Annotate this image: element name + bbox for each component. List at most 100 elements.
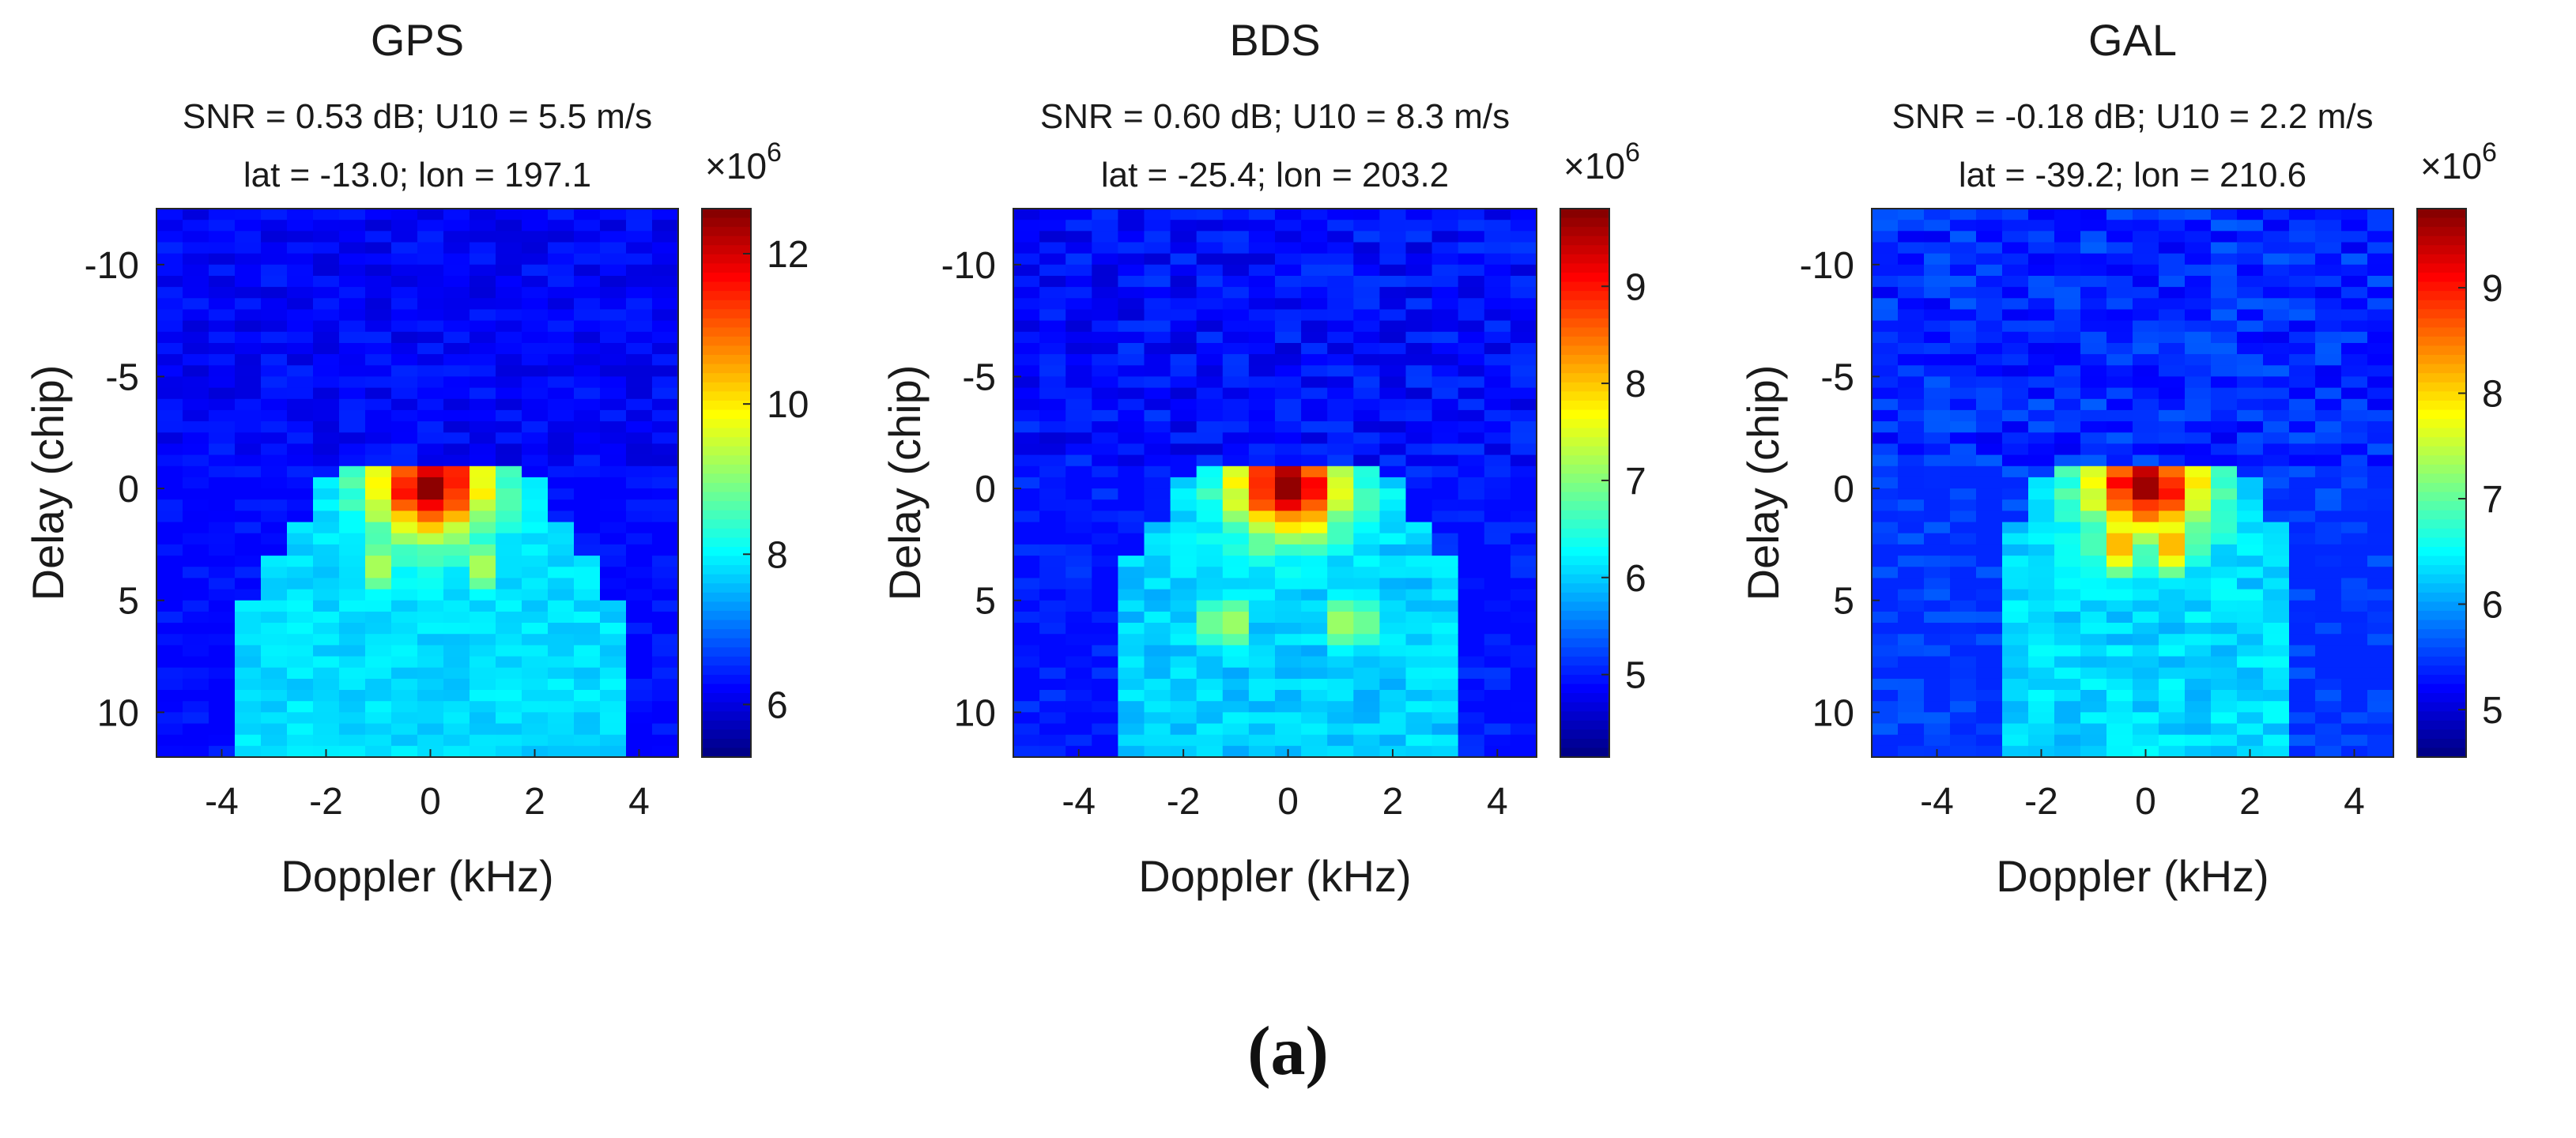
heatmap-cell	[1013, 589, 1040, 601]
heatmap-cell	[626, 443, 653, 456]
heatmap-cell	[2002, 701, 2029, 713]
heatmap-cell	[235, 522, 262, 534]
heatmap-cell	[1039, 365, 1066, 378]
heatmap-cell	[1248, 398, 1276, 411]
heatmap-cell	[1353, 734, 1380, 747]
heatmap-cell	[470, 701, 496, 713]
colorbar-segment	[1560, 428, 1609, 438]
heatmap-cell	[2211, 712, 2238, 725]
heatmap-cell	[574, 499, 601, 511]
heatmap-cell	[2002, 331, 2029, 344]
heatmap-cell	[1065, 488, 1092, 500]
heatmap-cell	[313, 443, 340, 456]
heatmap-cell	[600, 354, 627, 366]
heatmap-cell	[548, 443, 575, 456]
heatmap-cell	[1301, 567, 1328, 578]
colorbar-segment	[2417, 656, 2466, 667]
heatmap-cell	[235, 209, 262, 220]
heatmap-cell	[2315, 578, 2342, 590]
heatmap-cell	[2315, 331, 2342, 344]
heatmap-cell	[1431, 488, 1459, 500]
heatmap-cell	[574, 264, 601, 277]
heatmap-cell	[287, 656, 314, 669]
heatmap-cell	[417, 567, 444, 578]
heatmap-cell	[339, 231, 366, 243]
heatmap-cell	[1327, 499, 1354, 511]
heatmap-cell	[2054, 421, 2081, 433]
heatmap-cell	[1092, 544, 1118, 556]
heatmap-cell	[2315, 209, 2342, 220]
heatmap-cell	[1170, 723, 1197, 736]
x-tick-label: 2	[2239, 781, 2261, 823]
heatmap-cell	[235, 387, 262, 400]
heatmap-cell	[1484, 465, 1511, 478]
colorbar-segment	[2417, 748, 2466, 758]
heatmap-cell	[1431, 465, 1459, 478]
heatmap-cell	[1144, 253, 1171, 266]
heatmap-cell	[1976, 409, 2003, 422]
heatmap-cell	[2054, 465, 2081, 478]
colorbar-segment	[2417, 547, 2466, 557]
heatmap-cell	[470, 432, 496, 445]
heatmap-cell	[2159, 376, 2186, 389]
heatmap-cell	[2315, 220, 2342, 232]
heatmap-cell	[1065, 409, 1092, 422]
heatmap-cell	[339, 511, 366, 523]
heatmap-cell	[1144, 544, 1171, 556]
heatmap-cell	[1510, 209, 1537, 220]
colorbar-segment	[2417, 391, 2466, 401]
heatmap-cell	[522, 567, 549, 578]
heatmap-cell	[2133, 712, 2159, 725]
heatmap-cell	[183, 745, 209, 758]
heatmap-cell	[1431, 634, 1459, 646]
heatmap-cell	[1872, 398, 1899, 411]
heatmap-cell	[313, 544, 340, 556]
heatmap-cell	[2159, 623, 2186, 635]
heatmap-cell	[2315, 556, 2342, 567]
heatmap-cell	[1301, 667, 1328, 680]
heatmap-cell	[2341, 567, 2368, 578]
heatmap-cell	[1431, 589, 1459, 601]
heatmap-cell	[1458, 567, 1485, 578]
heatmap-cell	[2367, 567, 2394, 578]
heatmap-cell	[2080, 365, 2107, 378]
heatmap-cell	[417, 365, 444, 378]
heatmap-cell	[1898, 387, 1925, 400]
heatmap-cell	[1222, 276, 1250, 288]
heatmap-cell	[157, 387, 183, 400]
heatmap-cell	[522, 242, 549, 254]
heatmap-cell	[235, 287, 262, 299]
heatmap-cell	[2341, 634, 2368, 646]
heatmap-cell	[1405, 465, 1433, 478]
heatmap-cell	[1039, 667, 1066, 680]
heatmap-cell	[2367, 421, 2394, 433]
heatmap-cell	[1222, 209, 1250, 220]
heatmap-cell	[2002, 398, 2029, 411]
heatmap-cell	[1976, 533, 2003, 545]
heatmap-cell	[626, 567, 653, 578]
heatmap-cell	[2028, 409, 2055, 422]
heatmap-cell	[2263, 432, 2290, 445]
heatmap-cell	[1327, 264, 1354, 277]
heatmap-cell	[1170, 287, 1197, 299]
heatmap-cell	[287, 298, 314, 311]
heatmap-cell	[313, 667, 340, 680]
heatmap-cell	[1170, 634, 1197, 646]
heatmap-cell	[2237, 690, 2264, 702]
heatmap-cell	[235, 544, 262, 556]
heatmap-cell	[365, 477, 392, 489]
heatmap-cell	[2028, 231, 2055, 243]
heatmap-cell	[183, 611, 209, 624]
heatmap-cell	[1872, 220, 1899, 232]
heatmap-cell	[1924, 287, 1951, 299]
heatmap-cell	[1431, 690, 1459, 702]
heatmap-cell	[1484, 522, 1511, 534]
heatmap-cell	[235, 298, 262, 311]
heatmap-cell	[2341, 522, 2368, 534]
heatmap-cell	[313, 723, 340, 736]
heatmap-cell	[443, 701, 470, 713]
heatmap-cell	[443, 365, 470, 378]
heatmap-cell	[626, 331, 653, 344]
heatmap-cell	[1976, 600, 2003, 612]
colorbar-segment	[2417, 281, 2466, 292]
